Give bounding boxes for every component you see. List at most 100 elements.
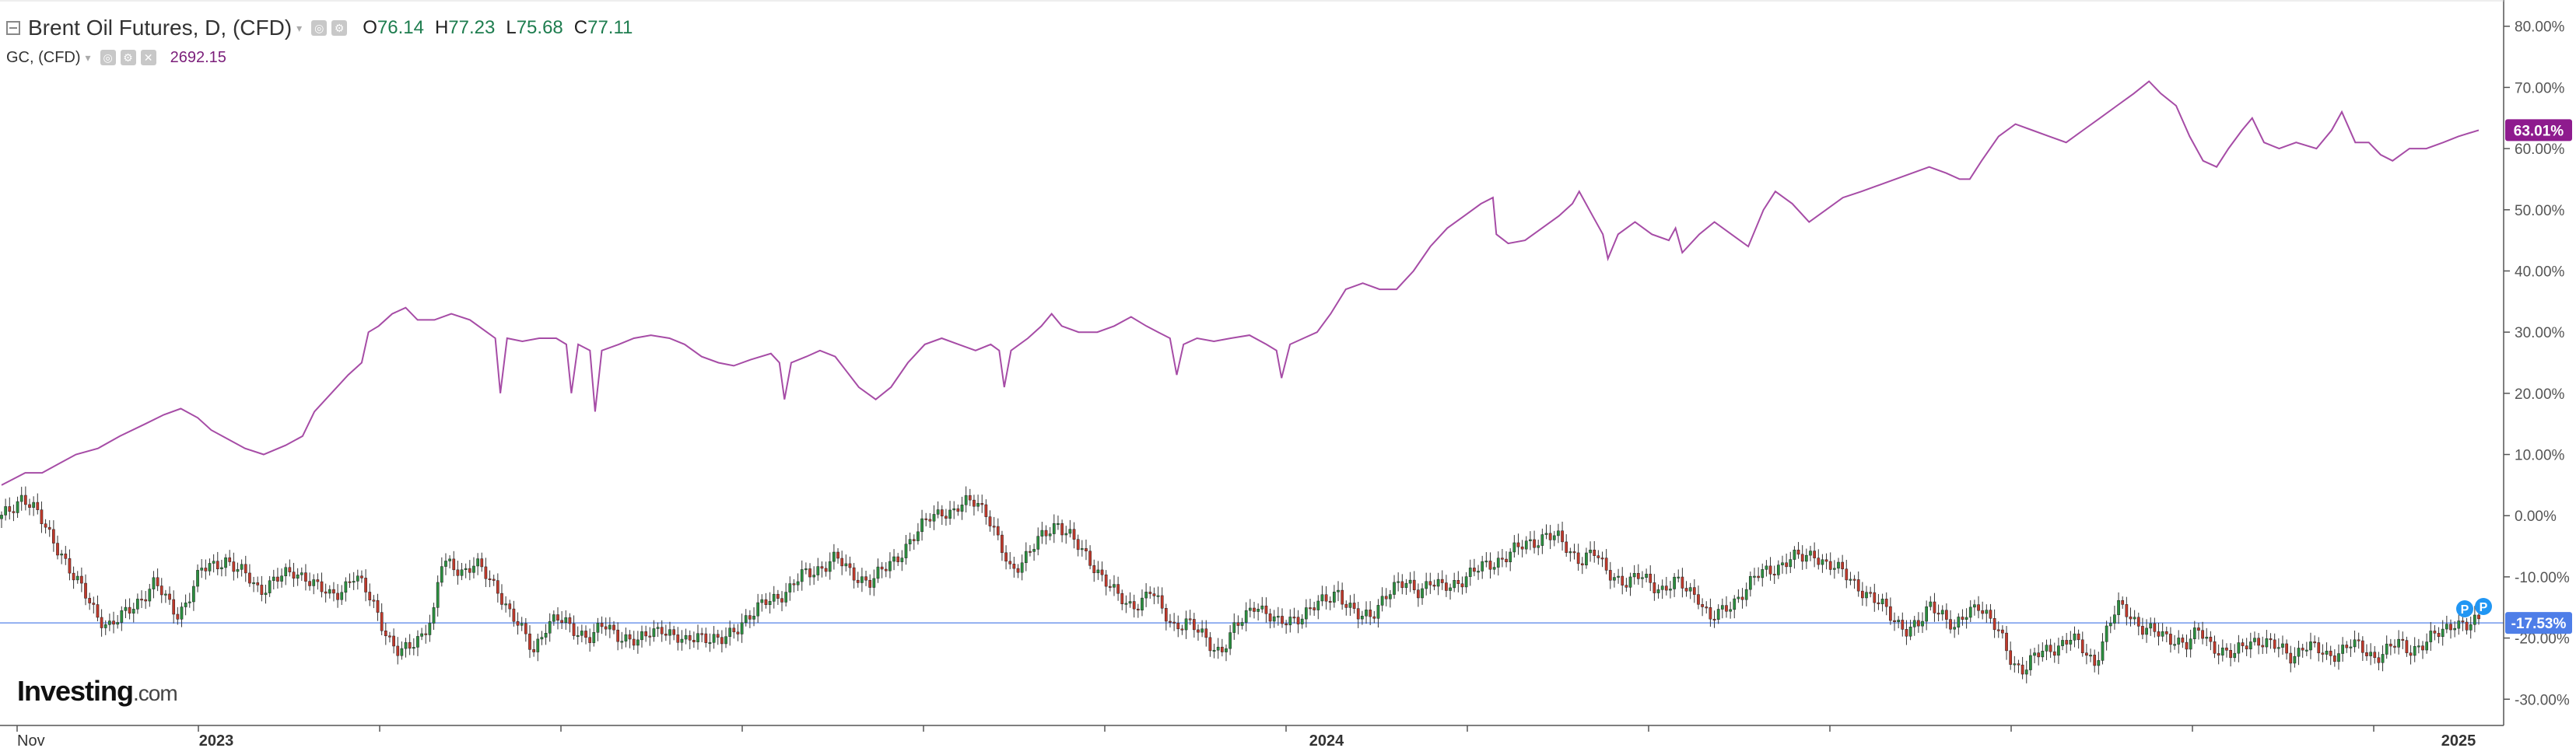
candle-body [2101, 641, 2105, 661]
candle-body [1468, 568, 1472, 577]
candle-body [936, 509, 940, 515]
candle-body [16, 501, 19, 513]
settings-icon[interactable]: ⚙ [331, 20, 348, 36]
candle-body [240, 564, 244, 570]
candle-body [2360, 640, 2364, 653]
candle-body [1184, 618, 1188, 631]
candle-body [1772, 574, 1776, 576]
candle-body [956, 508, 960, 512]
candle-body [552, 614, 556, 622]
candle-body [324, 591, 328, 594]
eye-icon[interactable]: ◎ [311, 20, 328, 36]
candle-body [1716, 609, 1720, 620]
candle-body [532, 649, 535, 652]
candle-body [1673, 576, 1676, 589]
compare-settings-icon[interactable]: ⚙ [120, 50, 136, 65]
candle-body [124, 606, 128, 611]
brent-last-badge [2505, 612, 2572, 634]
compare-caret-down-icon[interactable]: ▾ [85, 51, 91, 64]
candle-body [1389, 594, 1392, 599]
marker-p-icon[interactable] [2475, 598, 2492, 615]
candle-body [748, 615, 752, 620]
candle-body [660, 627, 664, 634]
candle-body [836, 551, 839, 559]
candle-body [1400, 581, 1404, 589]
marker-p-icon[interactable] [2456, 600, 2473, 617]
candle-body [892, 556, 895, 562]
candle-body [1893, 620, 1896, 622]
candle-body [1688, 587, 1692, 592]
candle-body [1880, 599, 1884, 604]
candle-body [2301, 648, 2304, 651]
candle-body [1925, 606, 1929, 622]
candle-body [1985, 610, 1989, 614]
candle-body [1945, 610, 1948, 620]
candle-body [2017, 663, 2020, 666]
candle-body [2297, 648, 2301, 657]
candle-body [268, 580, 272, 593]
candle-body [1593, 550, 1596, 556]
candle-body [100, 617, 103, 628]
candle-body [1029, 551, 1032, 553]
y-tick-label: -10.00% [2515, 570, 2570, 586]
compare-close-icon[interactable]: ✕ [140, 50, 156, 65]
compare-eye-icon[interactable]: ◎ [100, 50, 116, 65]
candle-body [44, 523, 47, 528]
candle-body [276, 576, 279, 582]
main-symbol-label[interactable]: Brent Oil Futures, D, (CFD) [28, 16, 293, 40]
candle-body [172, 599, 176, 615]
candle-body [632, 638, 636, 646]
candle-body [32, 502, 36, 508]
candle-body [692, 639, 696, 642]
candle-body [2273, 639, 2276, 649]
candle-body [1313, 607, 1316, 610]
candle-body [2237, 642, 2241, 654]
candle-body [1132, 601, 1136, 610]
low-readout: L75.68 [506, 17, 563, 39]
candle-body [1512, 542, 1516, 553]
candle-body [392, 635, 395, 647]
candle-body [2397, 638, 2400, 648]
candle-body [2429, 631, 2433, 642]
candle-body [1873, 592, 1877, 603]
candle-body [96, 604, 100, 618]
compare-symbol-label[interactable]: GC, (CFD) [6, 48, 81, 66]
candle-body [1709, 607, 1712, 620]
candle-body [520, 623, 524, 626]
candle-body [1113, 584, 1116, 588]
candle-body [2385, 643, 2388, 655]
candle-body [1072, 529, 1076, 540]
candle-body [1961, 617, 1964, 620]
candle-body [2169, 634, 2172, 645]
candle-body [352, 581, 356, 583]
candle-body [768, 601, 772, 605]
candle-body [1208, 637, 1212, 652]
candle-body [2461, 620, 2465, 623]
candle-body [476, 558, 479, 567]
low-label: L [506, 17, 517, 38]
collapse-icon[interactable] [6, 21, 20, 35]
candle-body [940, 509, 944, 517]
candle-body [88, 598, 92, 603]
caret-down-icon[interactable]: ▾ [296, 21, 303, 34]
candle-body [616, 629, 619, 642]
candle-body [1012, 564, 1016, 569]
candle-body [2205, 636, 2209, 639]
candle-body [328, 589, 331, 594]
candle-body [2265, 638, 2269, 648]
candle-body [56, 543, 59, 556]
candle-body [1361, 615, 1364, 620]
candle-body [2164, 631, 2168, 634]
candle-body [1989, 610, 1992, 619]
candle-body [492, 578, 496, 581]
candle-body [736, 631, 740, 634]
candle-body [2052, 651, 2056, 656]
candle-body [400, 648, 404, 656]
y-tick-label: 80.00% [2515, 19, 2565, 36]
candle-body [1841, 561, 1844, 570]
candle-body [1449, 587, 1452, 591]
candle-body [2401, 638, 2405, 641]
candle-body [912, 539, 916, 541]
candle-body [428, 623, 432, 635]
candle-body [640, 631, 643, 641]
